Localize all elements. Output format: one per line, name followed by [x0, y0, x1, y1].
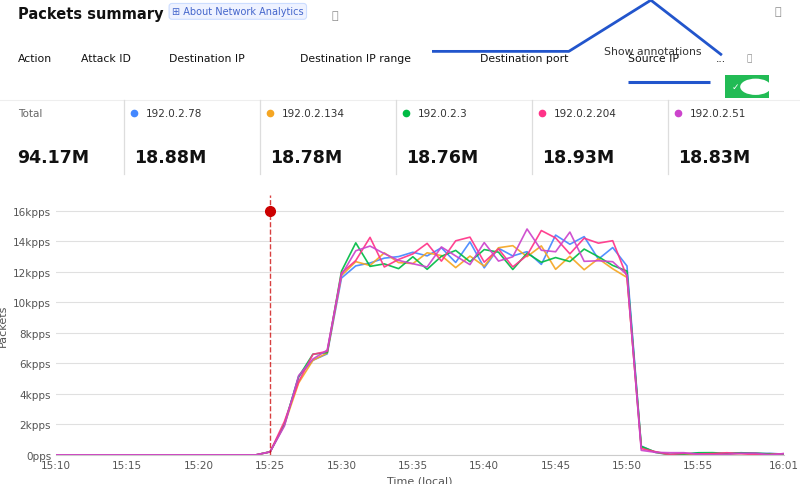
- Text: 192.0.2.134: 192.0.2.134: [282, 109, 345, 119]
- Text: Attack ID: Attack ID: [81, 54, 130, 64]
- Text: Packets summary: Packets summary: [18, 7, 163, 22]
- Text: ⓘ: ⓘ: [746, 54, 751, 63]
- Text: Total: Total: [18, 109, 42, 119]
- Text: Action: Action: [18, 54, 52, 64]
- Text: 18.88M: 18.88M: [134, 149, 206, 167]
- Text: ⧉: ⧉: [774, 7, 781, 17]
- Text: 192.0.2.78: 192.0.2.78: [146, 109, 202, 119]
- Text: Destination port: Destination port: [480, 54, 569, 64]
- Text: Destination IP range: Destination IP range: [300, 54, 410, 64]
- Text: 18.83M: 18.83M: [678, 149, 750, 167]
- X-axis label: Time (local): Time (local): [387, 475, 453, 484]
- Text: 18.76M: 18.76M: [406, 149, 478, 167]
- Text: Show annotations: Show annotations: [604, 46, 702, 57]
- Text: 18.78M: 18.78M: [270, 149, 342, 167]
- Text: 18.93M: 18.93M: [542, 149, 614, 167]
- Text: Source IP: Source IP: [628, 54, 678, 64]
- Text: 192.0.2.51: 192.0.2.51: [690, 109, 746, 119]
- Text: ⊞ About Network Analytics: ⊞ About Network Analytics: [172, 7, 304, 17]
- FancyBboxPatch shape: [717, 74, 777, 101]
- Text: 192.0.2.204: 192.0.2.204: [554, 109, 617, 119]
- Y-axis label: Packets: Packets: [0, 304, 7, 347]
- Text: ⧖: ⧖: [332, 11, 338, 21]
- Text: ✓: ✓: [732, 83, 739, 92]
- Text: 192.0.2.3: 192.0.2.3: [418, 109, 467, 119]
- Circle shape: [740, 79, 771, 96]
- Text: ...: ...: [716, 54, 726, 64]
- Text: 94.17M: 94.17M: [18, 149, 90, 167]
- Text: Destination IP: Destination IP: [170, 54, 245, 64]
